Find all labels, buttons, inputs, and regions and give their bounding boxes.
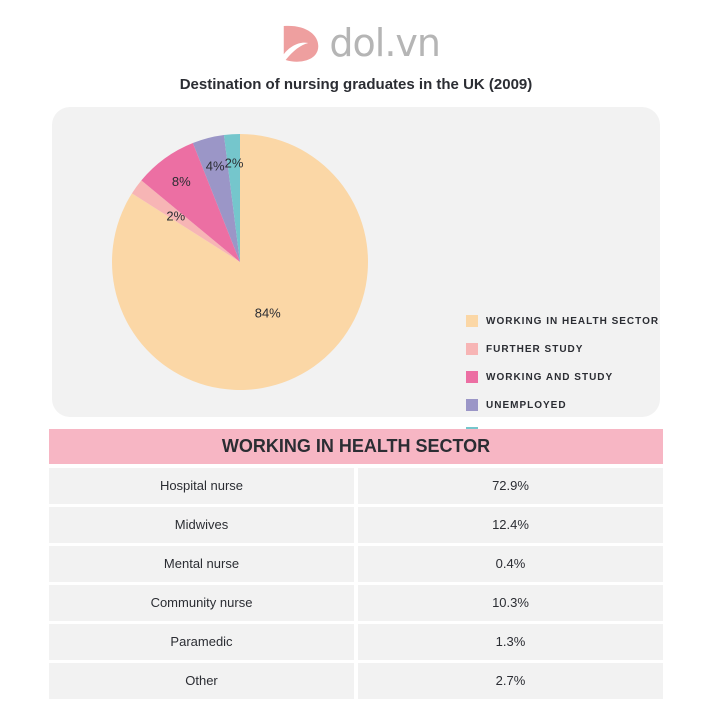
pie-data-label-0: 84% [255,305,281,320]
table-row: Hospital nurse 72.9% [49,468,663,504]
pie-data-label-4: 2% [225,155,244,170]
legend-swatch [466,371,478,383]
logo-text: dol.vn [329,21,441,65]
legend-item: WORKING AND STUDY [466,363,659,391]
pie-slice-1 [131,180,240,262]
row-value: 72.9% [358,468,663,504]
legend-label: WORKING AND STUDY [486,371,614,383]
row-label: Other [49,663,354,699]
logo: dol.vn [280,18,441,68]
chart-title: Destination of nursing graduates in the … [179,76,533,93]
pie-slice-0 [111,134,368,390]
row-label: Community nurse [49,585,354,621]
legend-label: WORKING IN HEALTH SECTOR [486,315,660,327]
row-label: Midwives [49,507,354,543]
legend-item: WORKING IN HEALTH SECTOR [466,307,659,335]
legend-label: FURTHER STUDY [486,343,584,355]
row-label: Hospital nurse [49,468,354,504]
legend-swatch [466,315,478,327]
row-value: 0.4% [358,546,663,582]
table-row: Mental nurse 0.4% [49,546,663,582]
pie-data-label-2: 8% [172,174,191,189]
legend-label: UNEMPLOYED [486,399,567,411]
legend: WORKING IN HEALTH SECTOR FURTHER STUDY WOR… [466,307,659,447]
pie-slice-4 [223,134,240,262]
table-row: Community nurse 10.3% [49,585,663,621]
row-label: Paramedic [49,624,354,660]
table-header: WORKING IN HEALTH SECTOR [49,429,663,464]
row-value: 1.3% [358,624,663,660]
row-value: 10.3% [358,585,663,621]
pie-data-label-3: 4% [206,158,225,173]
pie-slice-2 [141,142,240,262]
pie-slice-3 [192,135,240,262]
legend-swatch [466,399,478,411]
row-value: 2.7% [358,663,663,699]
legend-item: FURTHER STUDY [466,335,659,363]
chart-panel: 84% 2% 8% 4% 2% WORKING IN HEALTH SECTOR FURT… [52,107,660,439]
row-label: Mental nurse [49,546,354,582]
dol-logo-icon [283,25,319,62]
legend-item: UNEMPLOYED [466,391,659,419]
legend-swatch [466,343,478,355]
pie-chart: 84%2%8%4% 2% [111,134,368,390]
table-row: Other 2.7% [49,663,663,699]
table-row: Midwives 12.4% [49,507,663,543]
table-row: Paramedic 1.3% [49,624,663,660]
row-value: 12.4% [358,507,663,543]
